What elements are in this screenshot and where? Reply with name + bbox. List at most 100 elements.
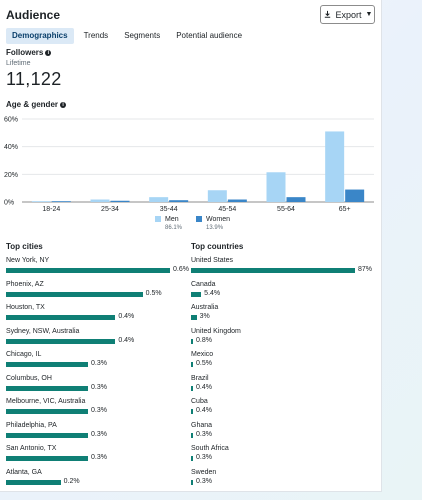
country-bar: [191, 291, 202, 297]
city-row: Columbus, OH 0.3%: [6, 375, 190, 399]
city-value: 0.5%: [145, 289, 162, 297]
followers-title: Followers: [6, 48, 44, 57]
city-bar: [6, 385, 88, 391]
x-tick-label: 18-24: [42, 206, 60, 213]
x-tick-label: 55-64: [277, 206, 295, 213]
export-label: Export: [335, 9, 362, 20]
top-countries-title: Top countries: [191, 242, 244, 251]
bar-men-25-34[interactable]: [90, 199, 110, 202]
city-value: 0.3%: [91, 430, 107, 438]
country-row: Ghana 0.3%: [191, 422, 381, 446]
follower-count: 11,122: [6, 69, 62, 89]
city-bar: [6, 432, 88, 438]
country-name: South Africa: [191, 445, 229, 452]
tab-trends[interactable]: Trends: [83, 31, 109, 40]
country-bar: [191, 409, 193, 414]
city-bar: [6, 409, 88, 414]
bar-women-45-54[interactable]: [227, 199, 247, 202]
bar-women-35-44[interactable]: [169, 200, 189, 202]
tab-segments[interactable]: Segments: [124, 31, 161, 40]
city-bar: [6, 456, 88, 461]
bar-women-55-64[interactable]: [286, 197, 306, 202]
country-name: United Kingdom: [191, 327, 241, 335]
country-value: 3%: [199, 313, 210, 320]
city-value: 0.4%: [118, 336, 135, 344]
legend-women-label: Women: [206, 216, 231, 223]
country-value: 87%: [358, 266, 373, 273]
info-icon[interactable]: i: [60, 102, 67, 108]
country-bar: [191, 385, 193, 391]
city-name: Phoenix, AZ: [6, 280, 44, 288]
country-bar: [191, 315, 197, 320]
country-row: South Africa 0.3%: [191, 445, 381, 469]
city-name: Houston, TX: [6, 304, 45, 311]
top-cities-title: Top cities: [6, 242, 43, 251]
country-bar: [191, 338, 193, 344]
followers-heading: Followers i: [6, 48, 52, 57]
city-name: San Antonio, TX: [6, 445, 57, 452]
country-name: Canada: [191, 280, 216, 288]
legend-men: Men 86.1%: [155, 215, 182, 233]
city-value: 0.6%: [173, 266, 189, 273]
city-bar: [6, 315, 116, 320]
country-name: Ghana: [191, 421, 213, 429]
city-value: 0.2%: [63, 477, 80, 485]
bar-men-65+[interactable]: [325, 131, 345, 202]
city-name: Columbus, OH: [6, 374, 52, 382]
caret-down-icon: ▼: [365, 11, 373, 18]
x-tick-label: 35-44: [160, 206, 178, 213]
country-value: 0.4%: [196, 383, 212, 391]
info-icon[interactable]: i: [45, 50, 52, 56]
country-value: 0.4%: [196, 407, 212, 414]
city-value: 0.3%: [91, 454, 107, 461]
bar-women-65+[interactable]: [345, 189, 365, 202]
country-name: Brazil: [191, 374, 209, 382]
download-icon: [324, 10, 330, 18]
city-row: Melbourne, VIC, Australia 0.3%: [6, 398, 190, 422]
city-row: San Antonio, TX 0.3%: [6, 445, 190, 469]
city-value: 0.3%: [91, 360, 107, 367]
city-bar: [6, 268, 170, 273]
x-tick-label: 65+: [339, 206, 351, 213]
country-row: Sweden 0.3%: [191, 469, 381, 493]
country-value: 0.5%: [196, 360, 212, 367]
city-bar: [6, 362, 88, 367]
legend-women-swatch: [196, 216, 203, 222]
country-name: Australia: [191, 304, 219, 311]
city-value: 0.3%: [91, 407, 107, 414]
country-value: 0.3%: [196, 477, 212, 485]
audience-card: Audience Export ▼ Demographics Trends Se…: [0, 0, 382, 492]
audience-title: Audience: [6, 8, 61, 22]
country-value: 0.8%: [196, 336, 212, 344]
city-bar: [6, 338, 116, 344]
y-tick-label: 40%: [4, 144, 18, 151]
y-tick-label: 0%: [4, 200, 14, 207]
country-name: United States: [191, 257, 234, 264]
country-bar: [191, 432, 193, 438]
city-bar: [6, 291, 143, 297]
city-name: Chicago, IL: [6, 351, 42, 358]
country-bar: [191, 456, 193, 461]
city-name: Sydney, NSW, Australia: [6, 327, 80, 335]
bar-women-18-24[interactable]: [51, 201, 71, 202]
bar-men-35-44[interactable]: [149, 197, 169, 202]
bar-women-25-34[interactable]: [110, 200, 130, 202]
city-bar: [6, 479, 61, 485]
age-gender-heading: Age & gender i: [6, 100, 67, 109]
top-countries: Top countries United States 87% Canada 5.4%…: [191, 242, 381, 492]
export-button[interactable]: Export ▼: [320, 5, 375, 24]
country-value: 0.3%: [196, 430, 212, 438]
city-row: Philadelphia, PA 0.3%: [6, 422, 190, 446]
y-tick-label: 60%: [4, 117, 18, 124]
city-row: Phoenix, AZ 0.5%: [6, 281, 190, 305]
tab-potential-audience[interactable]: Potential audience: [176, 31, 243, 40]
x-tick-label: 45-54: [218, 206, 236, 213]
tab-demographics[interactable]: Demographics: [6, 28, 74, 44]
legend-men-label: Men: [165, 216, 179, 223]
bar-men-18-24[interactable]: [31, 201, 51, 202]
bar-men-45-54[interactable]: [207, 190, 227, 202]
country-name: Sweden: [191, 468, 217, 476]
country-row: Mexico 0.5%: [191, 351, 381, 375]
city-value: 0.3%: [91, 383, 107, 391]
bar-men-55-64[interactable]: [266, 172, 286, 202]
